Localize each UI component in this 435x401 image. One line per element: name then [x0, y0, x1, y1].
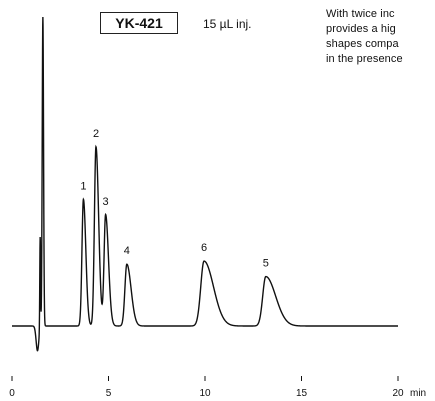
peak-labels: 1 2 3 4 6 5 — [80, 128, 269, 270]
note-line-4: in the presence — [326, 53, 403, 65]
peak-label-1: 1 — [80, 180, 86, 192]
x-tick-label: 20 — [392, 388, 404, 399]
x-tick-label: 10 — [199, 388, 211, 399]
chromatogram-trace — [12, 16, 398, 352]
peak-label-3: 3 — [103, 196, 109, 208]
note-line-2: provides a hig — [326, 23, 396, 35]
description-text: With twice inc provides a hig shapes com… — [326, 7, 435, 77]
x-tick-label: 5 — [106, 388, 112, 399]
injection-volume: 15 µL inj. — [203, 17, 252, 31]
x-axis: 0 5 10 15 20 min — [9, 376, 426, 399]
x-tick-label: 15 — [296, 388, 308, 399]
peak-label-5: 5 — [263, 258, 269, 270]
x-axis-unit-label: min — [410, 388, 426, 399]
column-label: YK-421 — [100, 12, 178, 34]
peak-label-6: 6 — [201, 242, 207, 254]
x-tick-label: 0 — [9, 388, 15, 399]
peak-label-2: 2 — [93, 128, 99, 140]
peak-label-4: 4 — [124, 245, 130, 257]
plot-area — [12, 16, 398, 352]
note-line-3: shapes compa — [326, 38, 399, 50]
note-line-1: With twice inc — [326, 8, 395, 20]
